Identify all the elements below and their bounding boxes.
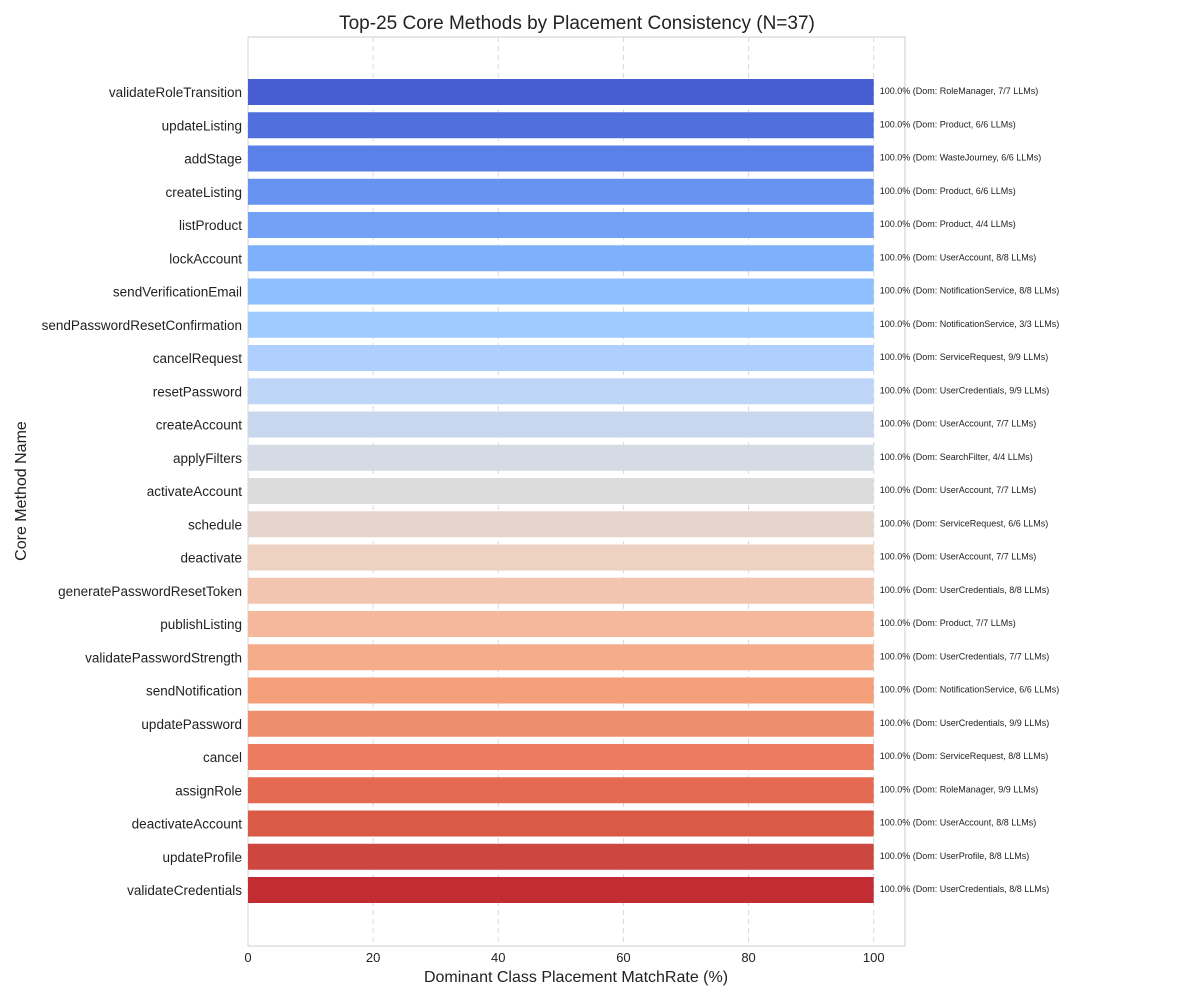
category-label: addStage bbox=[184, 152, 242, 167]
bar bbox=[248, 145, 874, 172]
category-label: deactivate bbox=[180, 551, 242, 566]
bar bbox=[248, 411, 874, 438]
data-label: 100.0% (Dom: UserAccount, 8/8 LLMs) bbox=[880, 818, 1037, 828]
category-label: validateRoleTransition bbox=[109, 85, 242, 100]
bar bbox=[248, 877, 874, 903]
bar bbox=[248, 511, 874, 538]
bar bbox=[248, 311, 874, 338]
bar bbox=[248, 444, 874, 471]
data-label: 100.0% (Dom: ServiceRequest, 6/6 LLMs) bbox=[880, 518, 1049, 528]
bar bbox=[248, 777, 874, 804]
x-tick-labels: 0 20 40 60 80 100 bbox=[244, 950, 884, 965]
bar bbox=[248, 710, 874, 737]
data-label: 100.0% (Dom: RoleManager, 7/7 LLMs) bbox=[880, 86, 1039, 96]
category-label: lockAccount bbox=[169, 251, 242, 266]
data-label: 100.0% (Dom: RoleManager, 9/9 LLMs) bbox=[880, 784, 1039, 794]
category-label: schedule bbox=[188, 517, 242, 532]
bar bbox=[248, 843, 874, 870]
data-label: 100.0% (Dom: UserCredentials, 9/9 LLMs) bbox=[880, 385, 1050, 395]
category-label: sendNotification bbox=[146, 684, 242, 699]
bar bbox=[248, 378, 874, 405]
data-label: 100.0% (Dom: Product, 7/7 LLMs) bbox=[880, 618, 1016, 628]
category-label: listProduct bbox=[179, 218, 242, 233]
bar bbox=[248, 744, 874, 770]
x-tick-label: 40 bbox=[491, 950, 505, 965]
data-label: 100.0% (Dom: UserProfile, 8/8 LLMs) bbox=[880, 851, 1030, 861]
category-label: activateAccount bbox=[147, 484, 243, 499]
x-tick-label: 60 bbox=[616, 950, 630, 965]
data-label: 100.0% (Dom: NotificationService, 3/3 LL… bbox=[880, 319, 1060, 329]
category-label: updatePassword bbox=[141, 717, 242, 732]
bar bbox=[248, 112, 874, 139]
category-label: cancelRequest bbox=[153, 351, 243, 366]
data-label: 100.0% (Dom: WasteJourney, 6/6 LLMs) bbox=[880, 153, 1042, 163]
bar bbox=[248, 345, 874, 371]
data-label: 100.0% (Dom: NotificationService, 6/6 LL… bbox=[880, 685, 1060, 695]
bar bbox=[248, 577, 874, 604]
category-label: createListing bbox=[165, 185, 242, 200]
category-label: createAccount bbox=[156, 418, 243, 433]
bar bbox=[248, 278, 874, 305]
y-axis-label: Core Method Name bbox=[13, 421, 30, 561]
category-label: publishListing bbox=[160, 617, 242, 632]
data-label: 100.0% (Dom: SearchFilter, 4/4 LLMs) bbox=[880, 452, 1033, 462]
data-label: 100.0% (Dom: UserAccount, 7/7 LLMs) bbox=[880, 552, 1037, 562]
category-label: deactivateAccount bbox=[132, 817, 243, 832]
data-label: 100.0% (Dom: UserAccount, 8/8 LLMs) bbox=[880, 252, 1037, 262]
category-label: updateProfile bbox=[162, 850, 242, 865]
data-labels: 100.0% (Dom: RoleManager, 7/7 LLMs) 100.0… bbox=[880, 86, 1060, 894]
category-label: cancel bbox=[203, 750, 242, 765]
data-label: 100.0% (Dom: ServiceRequest, 9/9 LLMs) bbox=[880, 352, 1049, 362]
bar bbox=[248, 677, 874, 704]
data-label: 100.0% (Dom: Product, 6/6 LLMs) bbox=[880, 119, 1016, 129]
x-axis-label: Dominant Class Placement MatchRate (%) bbox=[424, 969, 728, 986]
category-label: sendVerificationEmail bbox=[113, 285, 242, 300]
bars bbox=[248, 79, 874, 903]
data-label: 100.0% (Dom: UserCredentials, 7/7 LLMs) bbox=[880, 651, 1050, 661]
data-label: 100.0% (Dom: UserAccount, 7/7 LLMs) bbox=[880, 485, 1037, 495]
x-tick-label: 0 bbox=[244, 950, 251, 965]
category-label: validatePasswordStrength bbox=[85, 650, 242, 665]
category-label: validateCredentials bbox=[127, 883, 242, 898]
data-label: 100.0% (Dom: UserCredentials, 8/8 LLMs) bbox=[880, 585, 1050, 595]
data-label: 100.0% (Dom: Product, 6/6 LLMs) bbox=[880, 186, 1016, 196]
category-label: resetPassword bbox=[153, 384, 242, 399]
bar bbox=[248, 644, 874, 671]
bar bbox=[248, 178, 874, 205]
bar bbox=[248, 611, 874, 637]
bar bbox=[248, 478, 874, 504]
chart-title: Top-25 Core Methods by Placement Consist… bbox=[339, 13, 815, 34]
data-label: 100.0% (Dom: ServiceRequest, 8/8 LLMs) bbox=[880, 751, 1049, 761]
category-label: generatePasswordResetToken bbox=[58, 584, 242, 599]
category-label: updateListing bbox=[162, 118, 242, 133]
category-labels: validateRoleTransition updateListing addSt… bbox=[42, 85, 243, 898]
x-tick-label: 80 bbox=[741, 950, 755, 965]
category-label: sendPasswordResetConfirmation bbox=[42, 318, 242, 333]
bar bbox=[248, 79, 874, 105]
bar bbox=[248, 810, 874, 837]
category-label: applyFilters bbox=[173, 451, 242, 466]
data-label: 100.0% (Dom: UserAccount, 7/7 LLMs) bbox=[880, 419, 1037, 429]
x-tick-label: 100 bbox=[863, 950, 885, 965]
data-label: 100.0% (Dom: UserCredentials, 9/9 LLMs) bbox=[880, 718, 1050, 728]
bar bbox=[248, 212, 874, 238]
data-label: 100.0% (Dom: UserCredentials, 8/8 LLMs) bbox=[880, 884, 1050, 894]
bar bbox=[248, 245, 874, 272]
data-label: 100.0% (Dom: Product, 4/4 LLMs) bbox=[880, 219, 1016, 229]
data-label: 100.0% (Dom: NotificationService, 8/8 LL… bbox=[880, 286, 1060, 296]
category-label: assignRole bbox=[175, 783, 242, 798]
x-tick-label: 20 bbox=[366, 950, 380, 965]
bar bbox=[248, 544, 874, 571]
